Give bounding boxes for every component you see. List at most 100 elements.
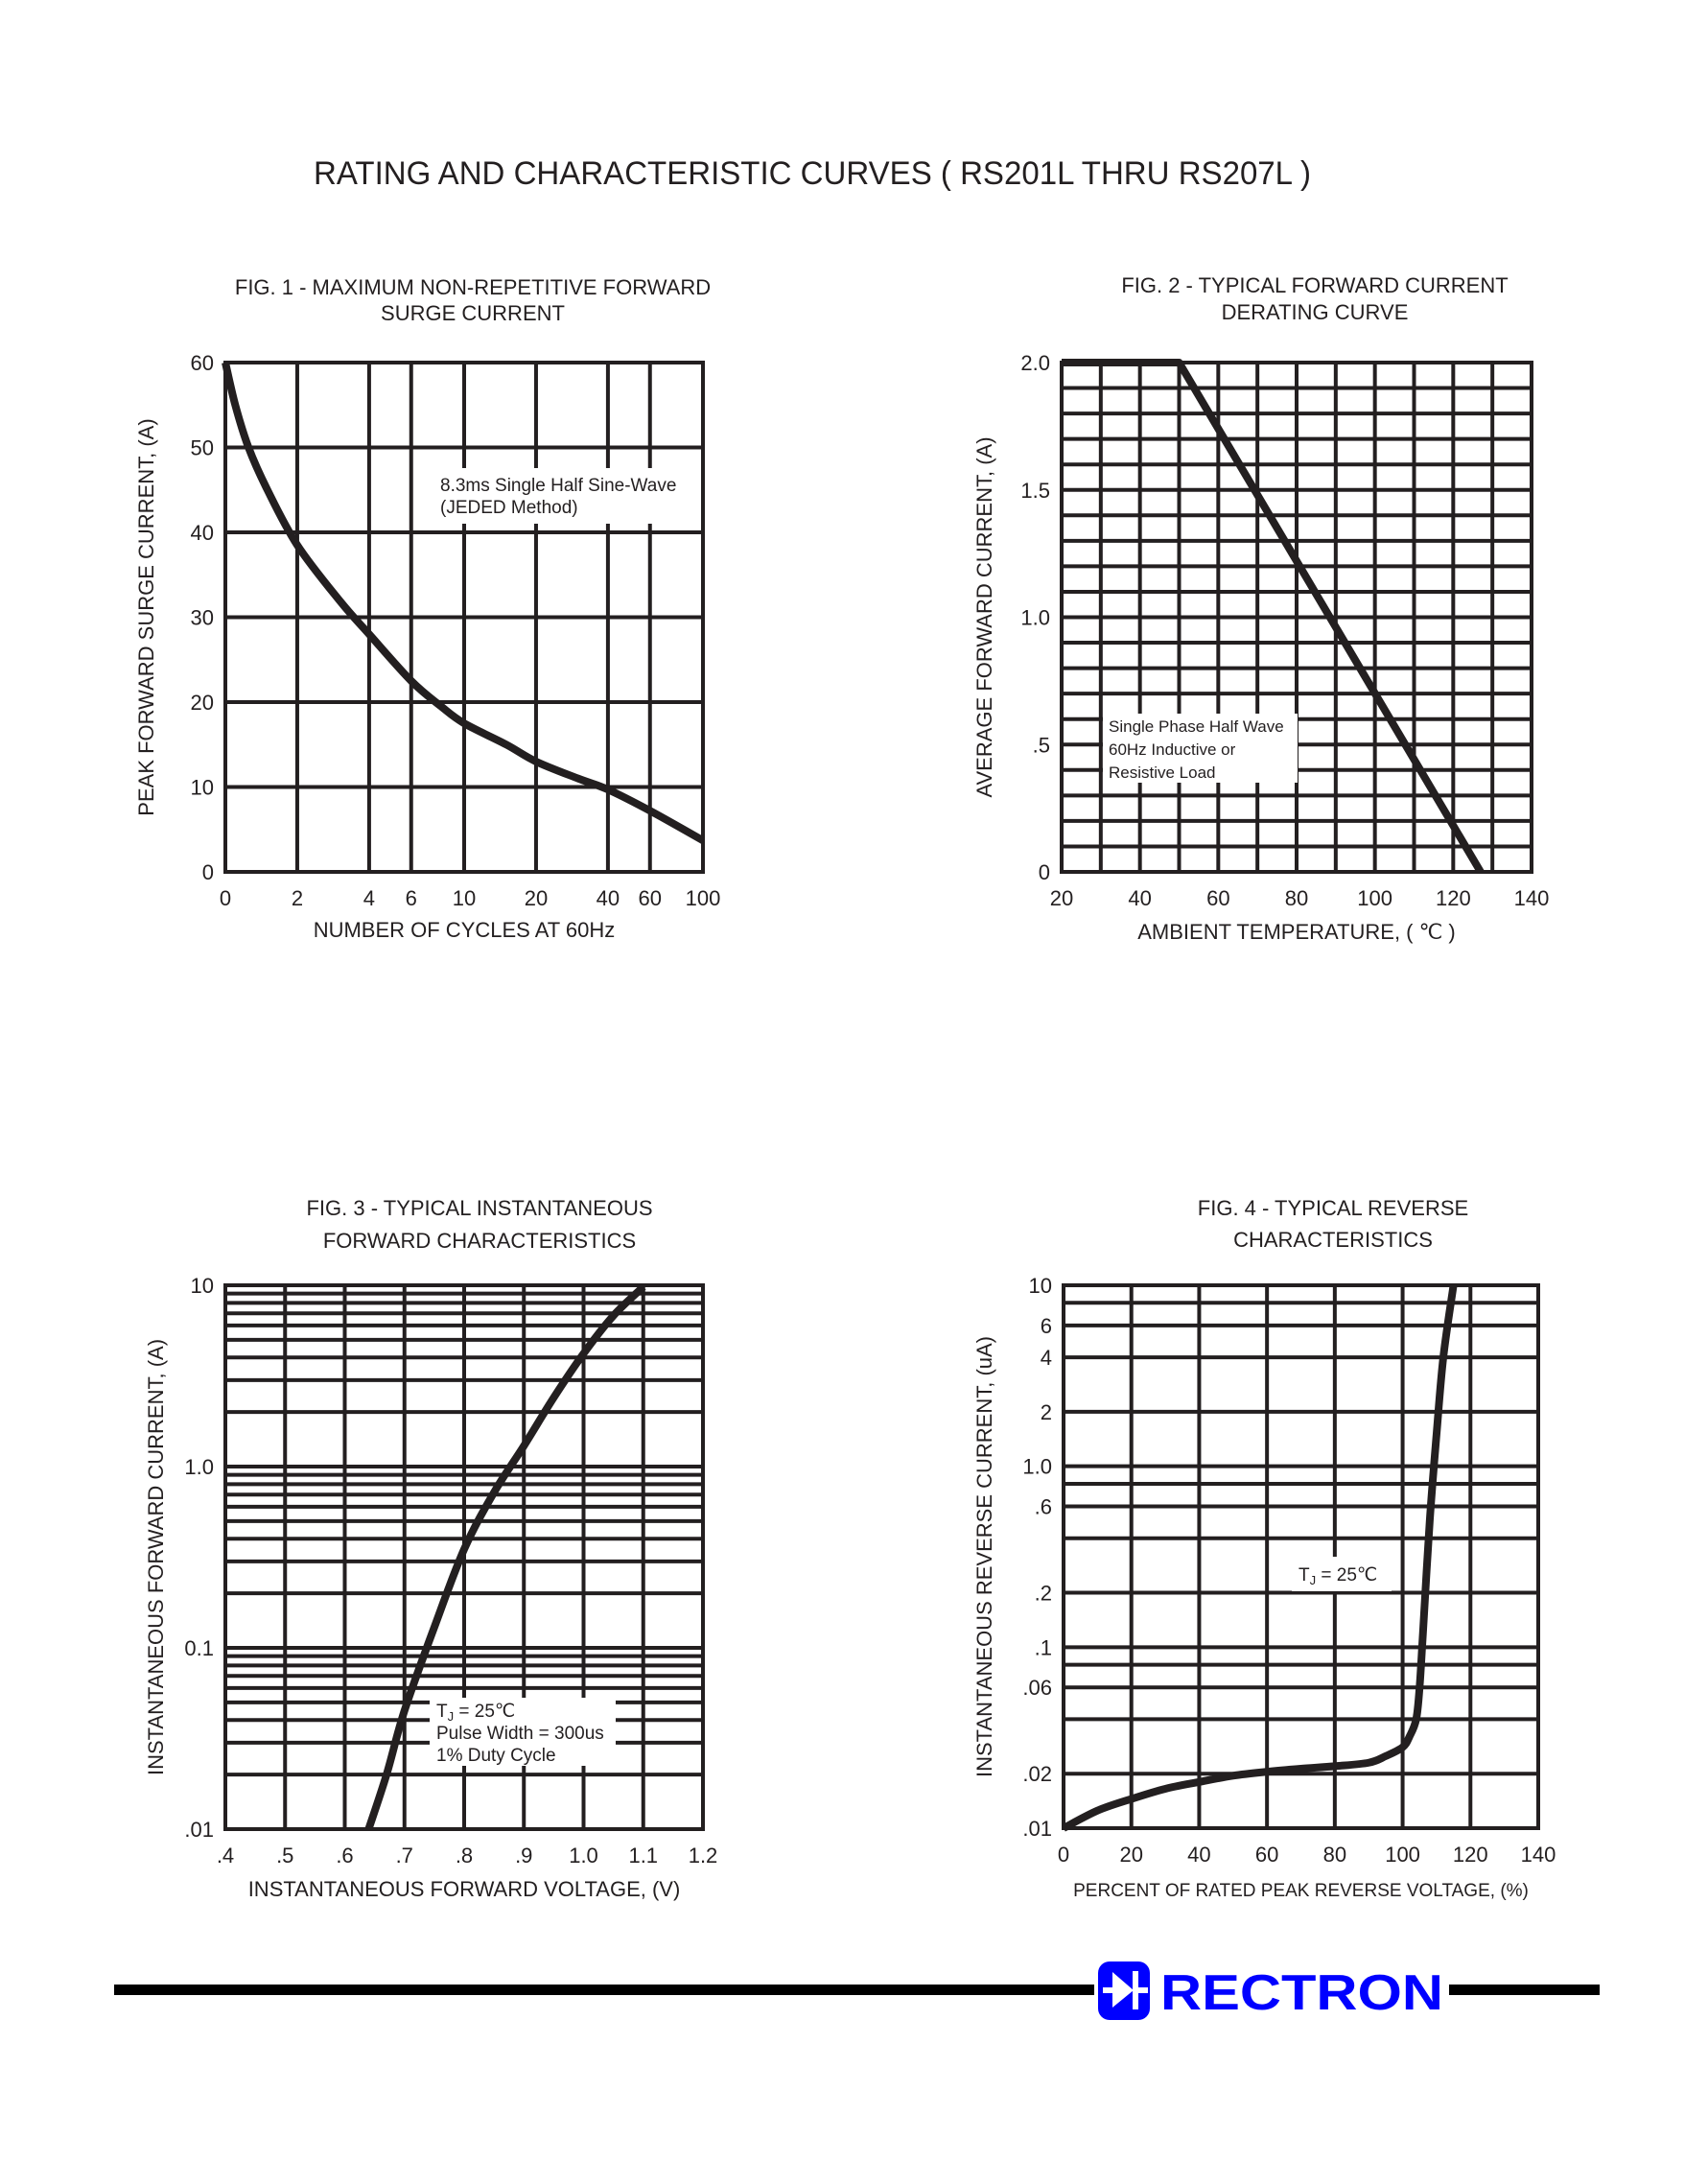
- footer: RECTRON: [114, 1961, 1600, 2021]
- series-line: [364, 1283, 646, 1831]
- x-tick-label: 10: [453, 886, 476, 910]
- x-tick-label: 40: [597, 886, 620, 910]
- y-tick-label: 4: [1041, 1346, 1052, 1370]
- x-tick-label: .4: [217, 1844, 234, 1867]
- y-tick-label: 10: [191, 776, 214, 800]
- y-tick-label: .06: [1022, 1676, 1052, 1700]
- x-tick-label: 2: [292, 886, 303, 910]
- annotation-line: (JEDED Method): [440, 498, 578, 518]
- x-tick-label: 100: [1357, 886, 1392, 910]
- annotation-tj-rest: = 25℃: [1316, 1565, 1377, 1586]
- x-tick-label: 4: [363, 886, 375, 910]
- y-tick-label: 40: [191, 521, 214, 545]
- y-tick-label: .01: [184, 1818, 214, 1842]
- annotation-line: 8.3ms Single Half Sine-Wave: [440, 476, 676, 496]
- series-line: [222, 362, 705, 844]
- y-tick-label: 2.0: [1020, 351, 1050, 375]
- x-tick-label: 1.0: [569, 1844, 598, 1867]
- y-tick-label: 1.5: [1020, 479, 1050, 503]
- x-axis-label: NUMBER OF CYCLES AT 60Hz: [314, 918, 616, 942]
- x-tick-label: 20: [525, 886, 548, 910]
- x-tick-label: .7: [396, 1844, 413, 1867]
- footer-rule-left: [114, 1985, 1094, 1995]
- annotation-tj: TJ = 25℃: [1299, 1565, 1377, 1587]
- x-tick-label: 6: [406, 886, 417, 910]
- annotation-tj: TJ = 25℃: [436, 1702, 515, 1724]
- x-tick-label: 40: [1187, 1843, 1210, 1867]
- annotation-tj-sub: J: [1310, 1573, 1317, 1587]
- plot-frame: [223, 1283, 705, 1831]
- x-tick-label: 140: [1521, 1843, 1556, 1867]
- y-tick-label: 1.0: [1022, 1455, 1052, 1479]
- y-tick-label: 50: [191, 436, 214, 460]
- annotation-line: 60Hz Inductive or: [1109, 740, 1236, 759]
- x-tick-label: 0: [1058, 1843, 1069, 1867]
- x-tick-label: 100: [686, 886, 721, 910]
- chart-title-line: FORWARD CHARACTERISTICS: [323, 1229, 636, 1253]
- y-tick-label: .5: [1033, 733, 1050, 757]
- plot-frame: [1060, 361, 1533, 874]
- chart-fig-2: FIG. 2 - TYPICAL FORWARD CURRENT DERATING…: [972, 273, 1549, 944]
- series-line: [1062, 1284, 1458, 1832]
- chart-title-line: FIG. 1 - MAXIMUM NON-REPETITIVE FORWARD: [235, 275, 711, 299]
- y-tick-label: .01: [1022, 1817, 1052, 1841]
- x-tick-label: 120: [1453, 1843, 1488, 1867]
- series-line: [1062, 359, 1485, 875]
- y-tick-label: .1: [1035, 1635, 1052, 1659]
- chart-title-line: SURGE CURRENT: [381, 301, 565, 325]
- x-tick-label: .8: [456, 1844, 473, 1867]
- x-tick-label: 20: [1119, 1843, 1142, 1867]
- x-axis-label: PERCENT OF RATED PEAK REVERSE VOLTAGE, (…: [1073, 1881, 1529, 1901]
- chart-fig-4: FIG. 4 - TYPICAL REVERSE CHARACTERISTICS T…: [972, 1196, 1556, 1901]
- annotation-line: Single Phase Half Wave: [1109, 717, 1284, 736]
- chart-title-line: FIG. 3 - TYPICAL INSTANTANEOUS: [306, 1196, 652, 1220]
- x-tick-label: 0: [220, 886, 231, 910]
- y-tick-label: 0: [202, 860, 214, 884]
- logo-text: RECTRON: [1160, 1965, 1443, 2021]
- y-tick-label: 0.1: [184, 1636, 214, 1660]
- annotation-background: [1292, 1557, 1392, 1591]
- annotation-tj-main: T: [1299, 1565, 1310, 1586]
- page-title: RATING AND CHARACTERISTIC CURVES ( RS201…: [314, 155, 1311, 192]
- y-tick-label: 20: [191, 691, 214, 715]
- x-tick-label: .6: [336, 1844, 353, 1867]
- x-tick-label: 1.2: [689, 1844, 718, 1867]
- y-tick-label: 60: [191, 351, 214, 375]
- x-tick-label: 140: [1514, 886, 1550, 910]
- y-tick-label: 0: [1039, 860, 1050, 884]
- chart-title-line: FIG. 2 - TYPICAL FORWARD CURRENT: [1121, 273, 1508, 297]
- plot-frame: [223, 361, 705, 874]
- x-tick-label: 80: [1323, 1843, 1346, 1867]
- x-tick-label: 80: [1285, 886, 1308, 910]
- x-tick-label: 1.1: [628, 1844, 658, 1867]
- charts-area: FIG. 1 - MAXIMUM NON-REPETITIVE FORWARDS…: [134, 273, 1556, 1901]
- annotation-line: 1% Duty Cycle: [436, 1746, 556, 1766]
- x-tick-label: 40: [1128, 886, 1151, 910]
- y-tick-label: 10: [1029, 1274, 1052, 1298]
- y-tick-label: .02: [1022, 1762, 1052, 1786]
- x-tick-label: 120: [1436, 886, 1471, 910]
- x-tick-label: 60: [1255, 1843, 1278, 1867]
- y-tick-label: 1.0: [184, 1455, 214, 1479]
- chart-title-line: CHARACTERISTICS: [1233, 1228, 1433, 1252]
- x-tick-label: .9: [515, 1844, 532, 1867]
- y-tick-label: 1.0: [1020, 606, 1050, 630]
- plot-frame: [1062, 1283, 1540, 1830]
- grid: [1062, 363, 1532, 872]
- y-tick-label: 6: [1041, 1314, 1052, 1338]
- x-tick-label: .5: [276, 1844, 293, 1867]
- grid: [225, 363, 703, 872]
- annotation-background: [1103, 714, 1298, 783]
- chart-fig-1: FIG. 1 - MAXIMUM NON-REPETITIVE FORWARDS…: [134, 275, 720, 942]
- y-axis-label: INSTANTANEOUS FORWARD CURRENT, (A): [144, 1339, 168, 1775]
- annotation-tj-sub: J: [448, 1709, 455, 1724]
- rectron-logo: RECTRON: [1098, 1961, 1443, 2021]
- y-tick-label: 30: [191, 606, 214, 630]
- x-tick-label: 60: [639, 886, 662, 910]
- chart-fig-3: FIG. 3 - TYPICAL INSTANTANEOUS FORWARD CH…: [144, 1196, 717, 1901]
- x-axis-label: AMBIENT TEMPERATURE, ( ℃ ): [1137, 920, 1456, 944]
- x-axis-label: INSTANTANEOUS FORWARD VOLTAGE, (V): [248, 1877, 681, 1901]
- y-axis-label: PEAK FORWARD SURGE CURRENT, (A): [134, 418, 158, 815]
- x-tick-label: 60: [1206, 886, 1229, 910]
